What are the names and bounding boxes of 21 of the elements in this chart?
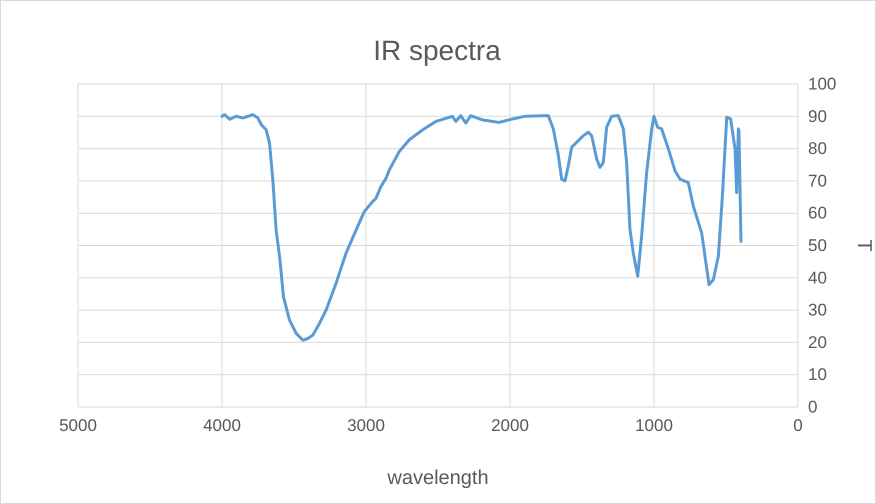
x-tick-label: 4000 [203,416,241,436]
x-tick-label: 0 [793,416,803,436]
y-tick-label: 20 [808,332,827,352]
y-tick-label: 0 [808,397,818,416]
line-series [220,113,742,342]
y-tick-label: 60 [808,204,827,223]
y-axis-title: T [853,239,875,252]
y-tick-label: 10 [808,365,827,384]
y-tick-label: 70 [808,171,827,190]
x-tick-label: 5000 [59,416,97,436]
y-tick-label: 90 [808,106,827,126]
y-tick-label: 30 [808,300,827,320]
y-tick-label: 80 [808,139,827,158]
x-axis-title: wavelength [386,467,489,489]
chart-title: IR spectra [373,35,502,66]
x-tick-label: 1000 [635,416,673,436]
x-tick-label: 3000 [347,416,385,436]
x-tick-label: 2000 [491,416,529,436]
y-tick-label: 100 [808,74,836,94]
y-tick-label: 50 [808,236,827,255]
y-tick-label: 40 [808,268,827,288]
